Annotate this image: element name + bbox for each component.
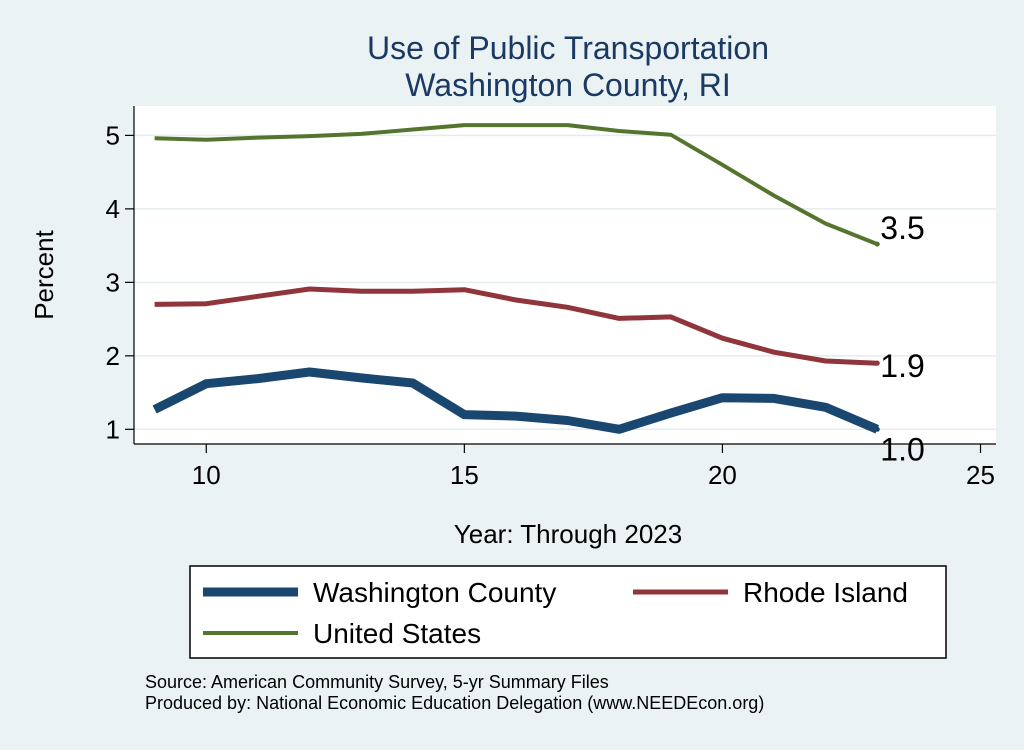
- y-tick-label: 2: [106, 341, 120, 371]
- y-tick-label: 3: [106, 267, 120, 297]
- end-labels: 1.0 1.9 3.5: [874, 210, 925, 467]
- y-tick-label: 1: [106, 414, 120, 444]
- legend-label: Rhode Island: [743, 577, 908, 608]
- legend-label: United States: [313, 618, 481, 649]
- legend: Washington County Rhode Island United Stat…: [189, 565, 947, 659]
- end-point-marker: [874, 241, 880, 247]
- chart-subtitle: Washington County, RI: [405, 67, 730, 103]
- series-line-washington-county: [152, 367, 880, 434]
- producer-note: Produced by: National Economic Education…: [145, 693, 765, 713]
- x-axis-label: Year: Through 2023: [454, 519, 682, 549]
- legend-items: Washington County Rhode Island United Stat…: [203, 577, 908, 649]
- x-tick-label: 10: [192, 460, 221, 490]
- source-note: Source: American Community Survey, 5-yr …: [145, 672, 609, 692]
- y-axis-label: Percent: [29, 229, 59, 319]
- end-value-label: 3.5: [880, 210, 924, 246]
- legend-box: [189, 565, 947, 659]
- y-tick-label: 5: [106, 120, 120, 150]
- x-tick-label: 25: [966, 460, 995, 490]
- series-line-rhode-island: [154, 286, 878, 366]
- series-line-united-states: [154, 123, 879, 246]
- end-value-label: 1.9: [880, 348, 924, 384]
- chart-title: Use of Public Transportation: [367, 30, 769, 66]
- axes: 1 2 3 4 5 10 15 20 25: [106, 106, 996, 490]
- end-point-marker: [874, 360, 880, 366]
- legend-label: Washington County: [313, 577, 556, 608]
- source-notes: Source: American Community Survey, 5-yr …: [145, 672, 764, 714]
- series-lines: [152, 123, 880, 434]
- x-tick-label: 20: [708, 460, 737, 490]
- x-tick-label: 15: [450, 460, 479, 490]
- end-value-label: 1.0: [880, 431, 924, 467]
- end-point-marker: [874, 426, 880, 432]
- plot-area: [134, 106, 996, 444]
- y-tick-label: 4: [106, 194, 120, 224]
